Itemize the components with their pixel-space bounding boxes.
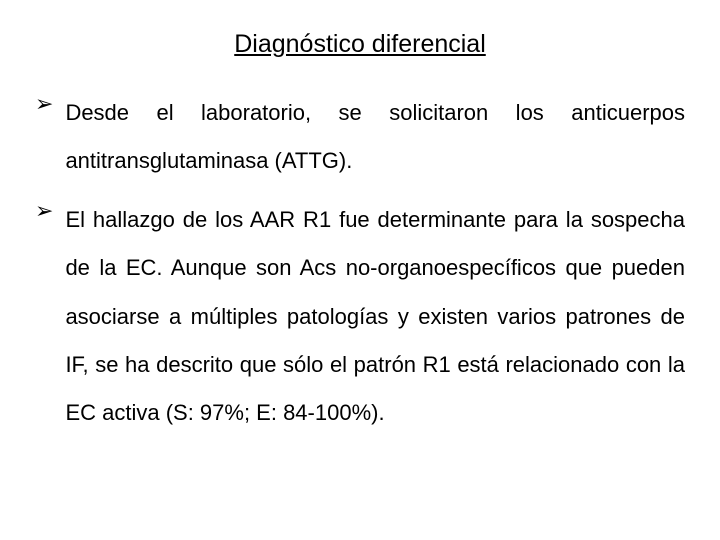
bullet-text: Desde el laboratorio, se solicitaron los… (65, 89, 685, 186)
bullet-marker-icon: ➢ (35, 89, 53, 120)
list-item: ➢ Desde el laboratorio, se solicitaron l… (35, 89, 685, 186)
bullet-marker-icon: ➢ (35, 196, 53, 227)
page-title: Diagnóstico diferencial (35, 30, 685, 59)
bullet-list: ➢ Desde el laboratorio, se solicitaron l… (35, 89, 685, 438)
list-item: ➢ El hallazgo de los AAR R1 fue determin… (35, 196, 685, 438)
bullet-text: El hallazgo de los AAR R1 fue determinan… (65, 196, 685, 438)
